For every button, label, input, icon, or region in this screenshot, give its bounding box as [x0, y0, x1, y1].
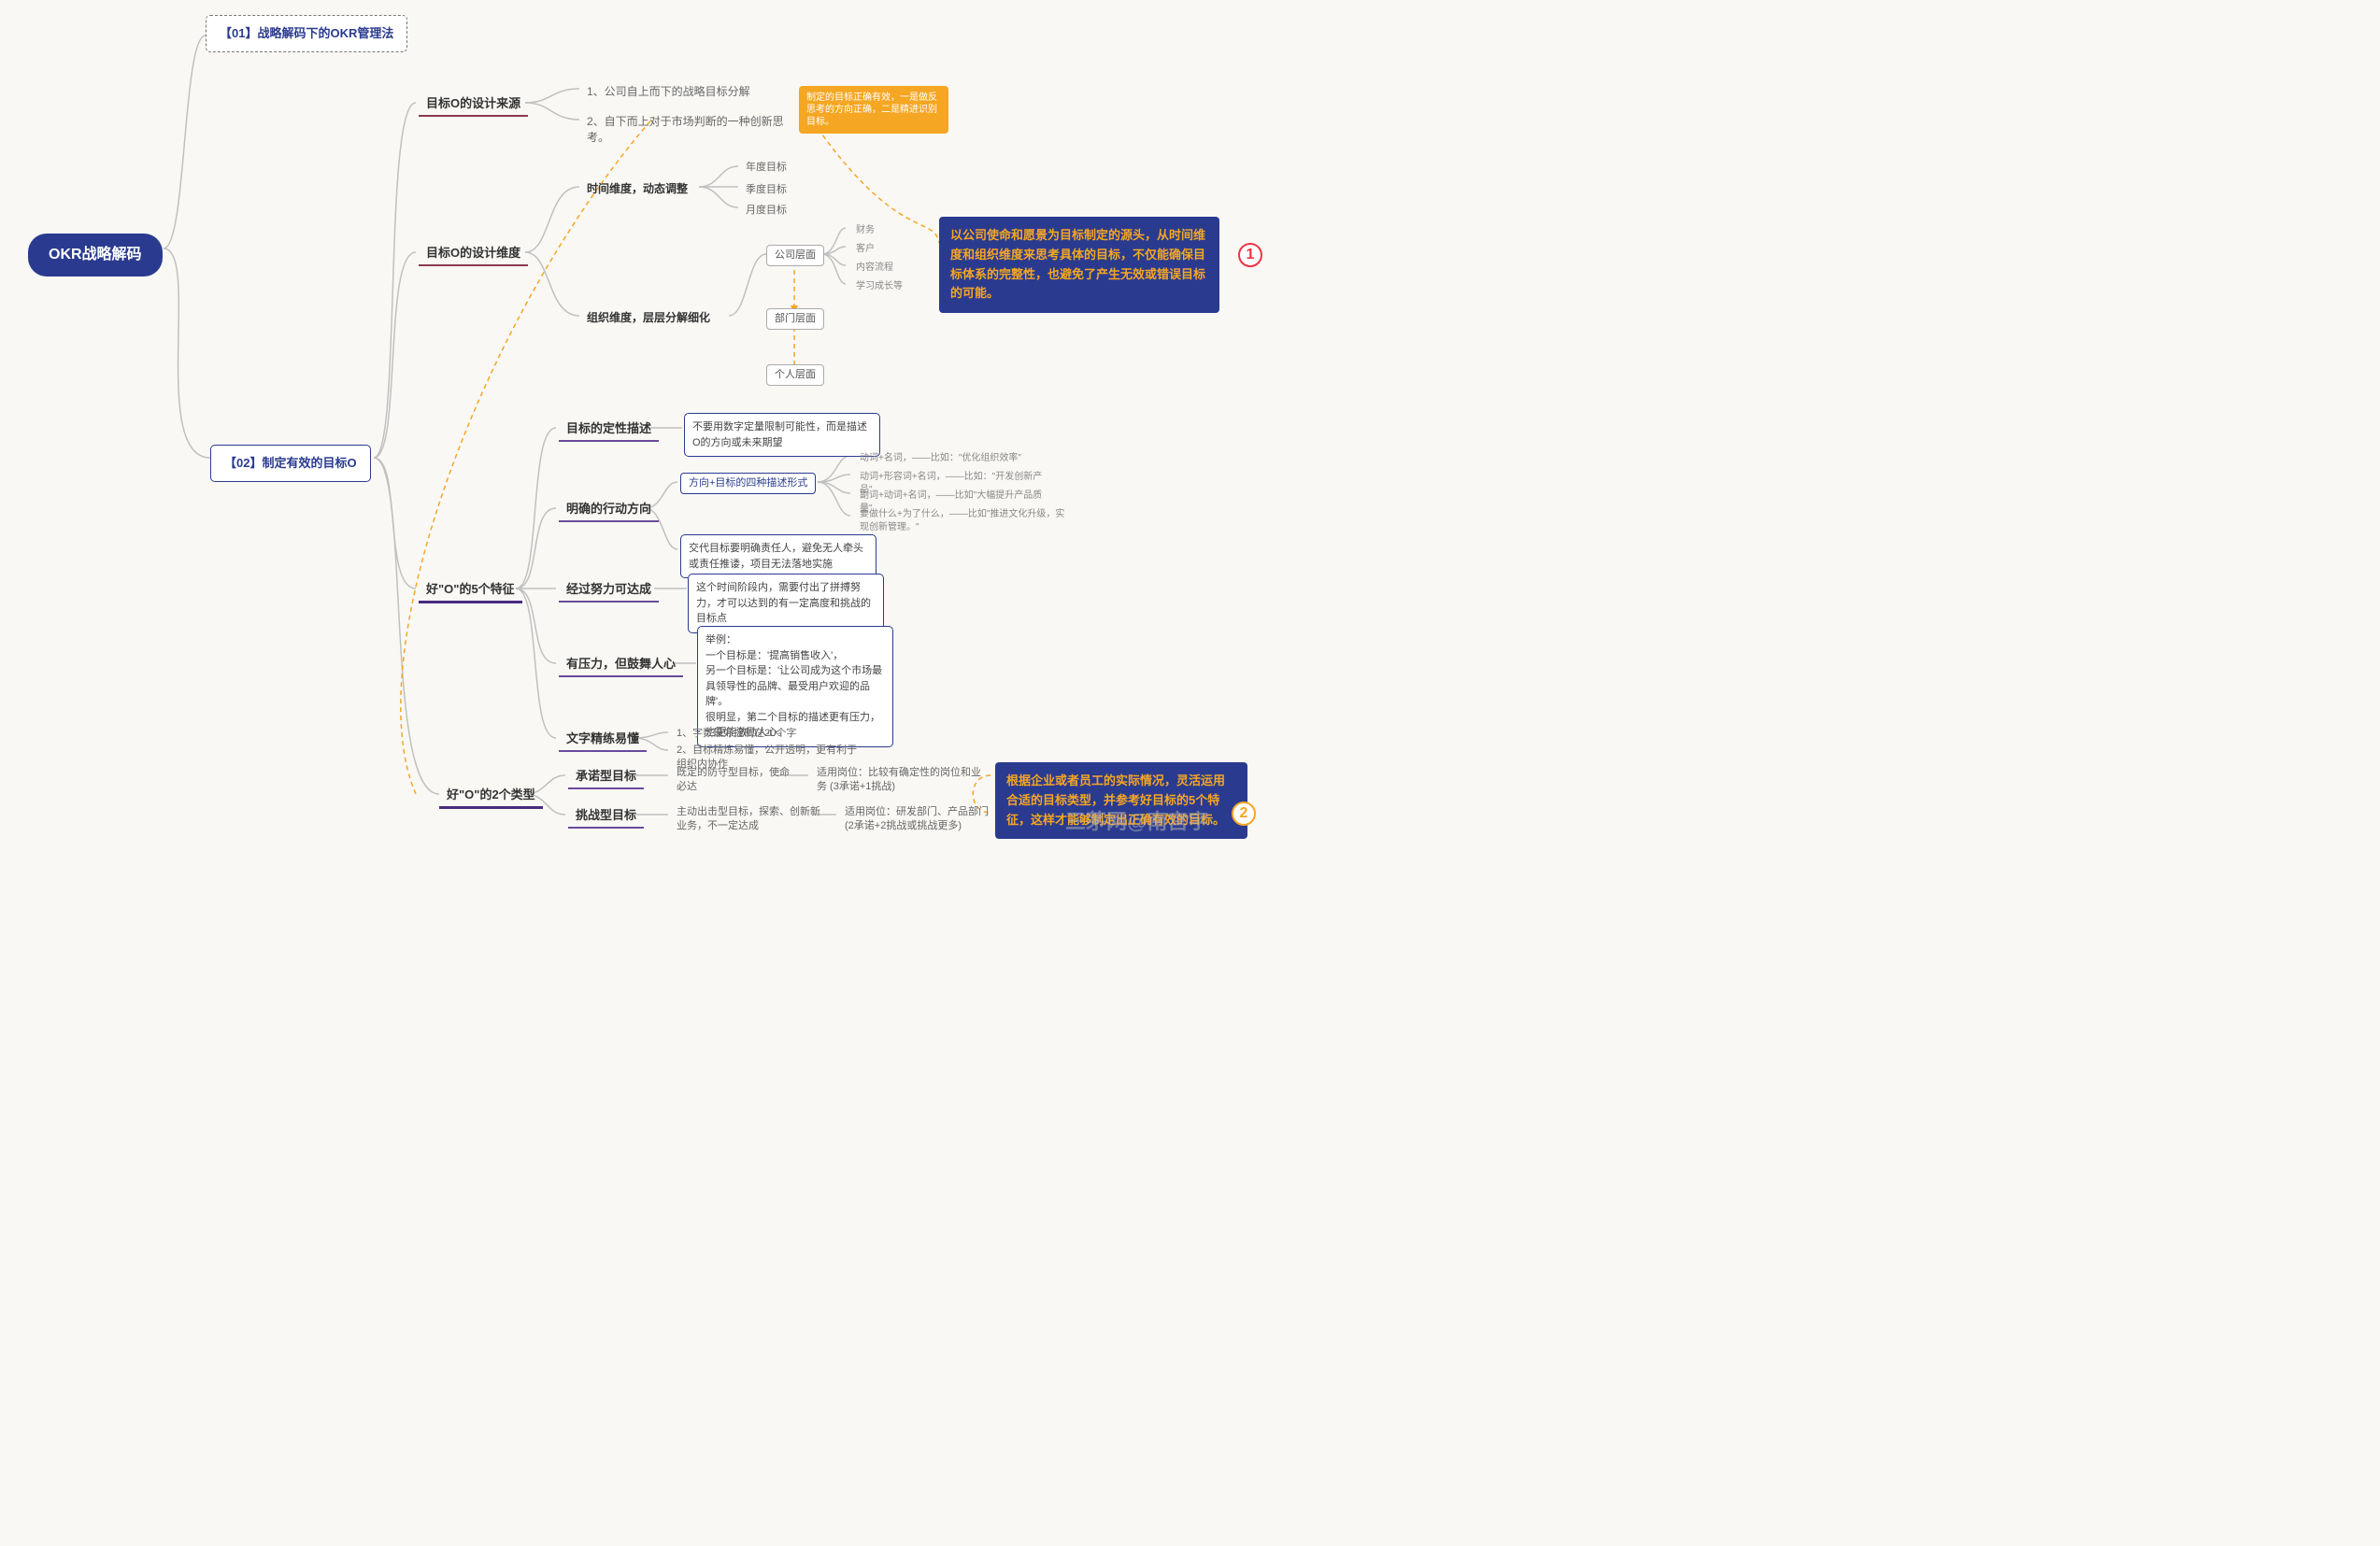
- time-year: 年度目标: [738, 157, 794, 178]
- feature-5[interactable]: 文字精练易懂: [559, 727, 647, 752]
- feature-2-forms[interactable]: 方向+目标的四种描述形式: [680, 473, 816, 494]
- org-dim[interactable]: 组织维度，层层分解细化: [579, 306, 718, 330]
- feature-3-note: 这个时间阶段内，需要付出了拼搏努力，才可以达到的有一定高度和挑战的目标点: [688, 574, 884, 633]
- feature-1[interactable]: 目标的定性描述: [559, 417, 659, 442]
- type-challenge-fit: 适用岗位：研发部门、产品部门 (2承诺+2挑战或挑战更多): [837, 801, 1005, 838]
- five-features-label: 好"O"的5个特征: [426, 582, 515, 596]
- feature-1-note: 不要用数字定量限制可能性，而是描述O的方向或未来期望: [684, 413, 880, 457]
- type-challenge[interactable]: 挑战型目标: [568, 803, 644, 829]
- section-02[interactable]: 【02】制定有效的目标O: [210, 445, 371, 482]
- company-finance: 财务: [848, 220, 882, 241]
- section-01-label: 【01】战略解码下的OKR管理法: [220, 26, 393, 40]
- badge-2: 2: [1232, 801, 1256, 826]
- company-learn: 学习成长等: [848, 277, 910, 297]
- design-source-label: 目标O的设计来源: [426, 96, 520, 110]
- type-commit[interactable]: 承诺型目标: [568, 764, 644, 789]
- two-types[interactable]: 好"O"的2个类型: [439, 783, 543, 809]
- time-quarter: 季度目标: [738, 179, 794, 201]
- design-source[interactable]: 目标O的设计来源: [419, 92, 528, 117]
- badge-1: 1: [1238, 243, 1262, 267]
- orange-callout: 制定的目标正确有效，一是做反思考的方向正确，二是精进识别目标。: [799, 86, 948, 134]
- type-commit-desc: 既定的防守型目标，使命必达: [669, 762, 800, 799]
- section-02-label: 【02】制定有效的目标O: [224, 456, 357, 470]
- feature-2[interactable]: 明确的行动方向: [559, 497, 659, 522]
- time-dim[interactable]: 时间维度，动态调整: [579, 177, 695, 201]
- org-company[interactable]: 公司层面: [766, 245, 824, 266]
- time-month: 月度目标: [738, 200, 794, 221]
- type-challenge-desc: 主动出击型目标，探索、创新新业务，不一定达成: [669, 801, 837, 838]
- org-dept[interactable]: 部门层面: [766, 308, 824, 330]
- section-01[interactable]: 【01】战略解码下的OKR管理法: [206, 15, 407, 52]
- type-commit-fit: 适用岗位：比较有确定性的岗位和业务 (3承诺+1挑战): [809, 762, 996, 799]
- org-person[interactable]: 个人层面: [766, 364, 824, 386]
- design-source-leaf-1: 1、公司自上而下的战略目标分解: [579, 80, 758, 104]
- form-a: 动词+名词，——比如："优化组织效率": [852, 448, 1029, 469]
- feature-2-note2: 交代目标要明确责任人，避免无人牵头或责任推诿，项目无法落地实施: [680, 534, 876, 578]
- form-d: 要做什么+为了什么，——比如"推进文化升级，实现创新管理。": [852, 504, 1076, 538]
- root-node[interactable]: OKR战略解码: [28, 234, 163, 277]
- two-types-label: 好"O"的2个类型: [447, 787, 535, 801]
- feature-4[interactable]: 有压力，但鼓舞人心: [559, 652, 683, 677]
- mindmap-canvas: OKR战略解码 【01】战略解码下的OKR管理法 【02】制定有效的目标O 目标…: [0, 0, 1308, 850]
- root-label: OKR战略解码: [49, 247, 142, 262]
- design-dimension-label: 目标O的设计维度: [426, 246, 520, 260]
- design-dimension[interactable]: 目标O的设计维度: [419, 241, 528, 266]
- blue-callout-1: 以公司使命和愿景为目标制定的源头，从时间维度和组织维度来思考具体的目标，不仅能确…: [939, 217, 1219, 313]
- watermark: 三茅网@南宫宇: [1065, 805, 1208, 835]
- feature-3[interactable]: 经过努力可达成: [559, 577, 659, 603]
- five-features[interactable]: 好"O"的5个特征: [419, 577, 522, 603]
- company-customer: 客户: [848, 239, 882, 260]
- design-source-leaf-2: 2、自下而上对于市场判断的一种创新思考。: [579, 110, 794, 149]
- company-process: 内容流程: [848, 258, 901, 278]
